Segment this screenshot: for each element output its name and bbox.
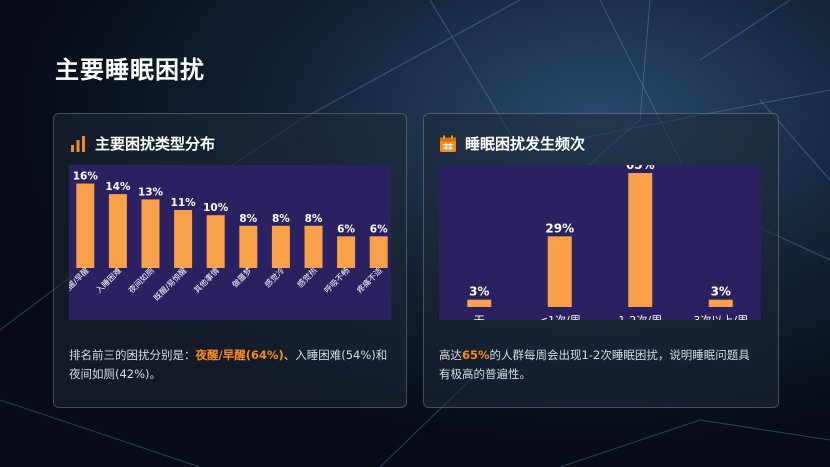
card-title: 主要困扰类型分布 — [95, 135, 216, 153]
desc-suffix: 的人群每周会出现1-2次睡眠困扰，说明睡眠问题具有极高的普遍性。 — [439, 348, 750, 381]
value-label-2: 29% — [545, 221, 574, 235]
category-tick-6: 做噩梦 — [230, 265, 254, 289]
bar-2 — [108, 194, 127, 268]
bar-chart-icon — [69, 135, 87, 153]
card-sleep-problem-frequency: 睡眠困扰发生频次 3% 无 29% <1次/周 65% 1-2次/周 3% 3次以上/周 高达… — [423, 113, 779, 408]
card-header: 睡眠困扰发生频次 — [439, 133, 585, 154]
bar-4 — [174, 209, 193, 268]
category-tick-8: 感觉热 — [295, 265, 319, 289]
desc-prefix: 排名前三的困扰分别是： — [69, 348, 196, 362]
desc-highlight: 夜醒/早醒(64%) — [195, 348, 284, 362]
value-label-2: 14% — [105, 181, 131, 193]
value-label-6: 8% — [239, 213, 257, 225]
bar-chart-svg: 16% 夜醒/早醒 14% 入睡困难 13% 夜间如厕 11% 既醒/易惊醒 10% 其他事情 8%… — [69, 171, 388, 303]
bar-9 — [337, 236, 356, 268]
value-label-7: 8% — [272, 213, 290, 225]
category-tick-4: 3次以上/周 — [693, 313, 748, 320]
page-title: 主要睡眠困扰 — [55, 56, 205, 84]
category-tick-2: <1次/周 — [539, 313, 581, 320]
bar-3 — [628, 173, 653, 307]
bar-1 — [467, 299, 492, 307]
chart-problem-frequency: 3% 无 29% <1次/周 65% 1-2次/周 3% 3次以上/周 — [439, 165, 761, 320]
desc-highlight: 65% — [462, 348, 490, 362]
bar-7 — [271, 225, 290, 268]
bar-4 — [708, 299, 733, 307]
value-label-4: 3% — [711, 285, 731, 299]
card-description: 排名前三的困扰分别是：夜醒/早醒(64%)、入睡困难(54%)和夜间如厕(42%… — [69, 346, 389, 384]
category-tick-1: 无 — [474, 314, 485, 320]
calendar-icon — [439, 135, 457, 153]
value-label-4: 11% — [171, 197, 197, 209]
card-title: 睡眠困扰发生频次 — [465, 135, 586, 153]
value-label-9: 6% — [337, 223, 355, 235]
bar-1 — [76, 183, 95, 268]
category-tick-9: 呼吸不畅 — [322, 265, 352, 295]
value-label-8: 8% — [305, 213, 323, 225]
category-tick-7: 感觉冷 — [262, 265, 286, 289]
bar-3 — [141, 199, 160, 268]
desc-suffix: 、入睡困难(54%)和夜间如厕(42%)。 — [69, 348, 388, 381]
card-description: 高达65%的人群每周会出现1-2次睡眠困扰，说明睡眠问题具有极高的普遍性。 — [439, 346, 759, 384]
bar-chart-svg: 3% 无 29% <1次/周 65% 1-2次/周 3% 3次以上/周 — [467, 165, 748, 320]
bar-6 — [239, 225, 258, 268]
value-label-1: 3% — [469, 285, 489, 299]
card-header: 主要困扰类型分布 — [69, 133, 215, 154]
bar-5 — [206, 215, 225, 268]
category-tick-2: 入睡困难 — [94, 265, 124, 295]
bar-2 — [547, 236, 572, 307]
value-label-10: 6% — [370, 223, 388, 235]
bar-8 — [304, 225, 323, 268]
value-label-5: 10% — [203, 202, 229, 214]
category-tick-3: 夜间如厕 — [126, 265, 156, 295]
category-tick-4: 既醒/易惊醒 — [151, 265, 188, 302]
desc-prefix: 高达 — [439, 348, 462, 362]
category-tick-5: 其他事情 — [191, 265, 221, 295]
bar-10 — [369, 236, 388, 268]
category-tick-1: 夜醒/早醒 — [69, 265, 91, 297]
value-label-1: 16% — [73, 171, 99, 183]
card-sleep-problem-types: 主要困扰类型分布 16% 夜醒/早醒 14% 入睡困难 13% 夜间如厕 11% 既醒/易惊醒… — [53, 113, 407, 408]
value-label-3: 65% — [626, 165, 655, 172]
chart-problem-types: 16% 夜醒/早醒 14% 入睡困难 13% 夜间如厕 11% 既醒/易惊醒 10% 其他事情 8%… — [69, 165, 391, 320]
category-tick-10: 疼痛不适 — [354, 265, 384, 295]
value-label-3: 13% — [138, 186, 164, 198]
category-tick-3: 1-2次/周 — [618, 313, 662, 320]
